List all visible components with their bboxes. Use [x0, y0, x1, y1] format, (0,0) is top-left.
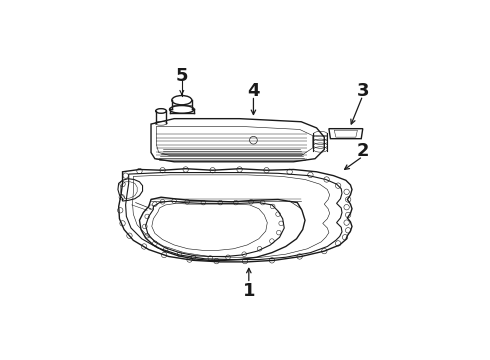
Text: 4: 4	[247, 82, 260, 100]
Text: 1: 1	[243, 282, 255, 300]
Text: 3: 3	[357, 82, 369, 100]
Text: 5: 5	[175, 67, 188, 85]
Text: 2: 2	[357, 142, 369, 160]
